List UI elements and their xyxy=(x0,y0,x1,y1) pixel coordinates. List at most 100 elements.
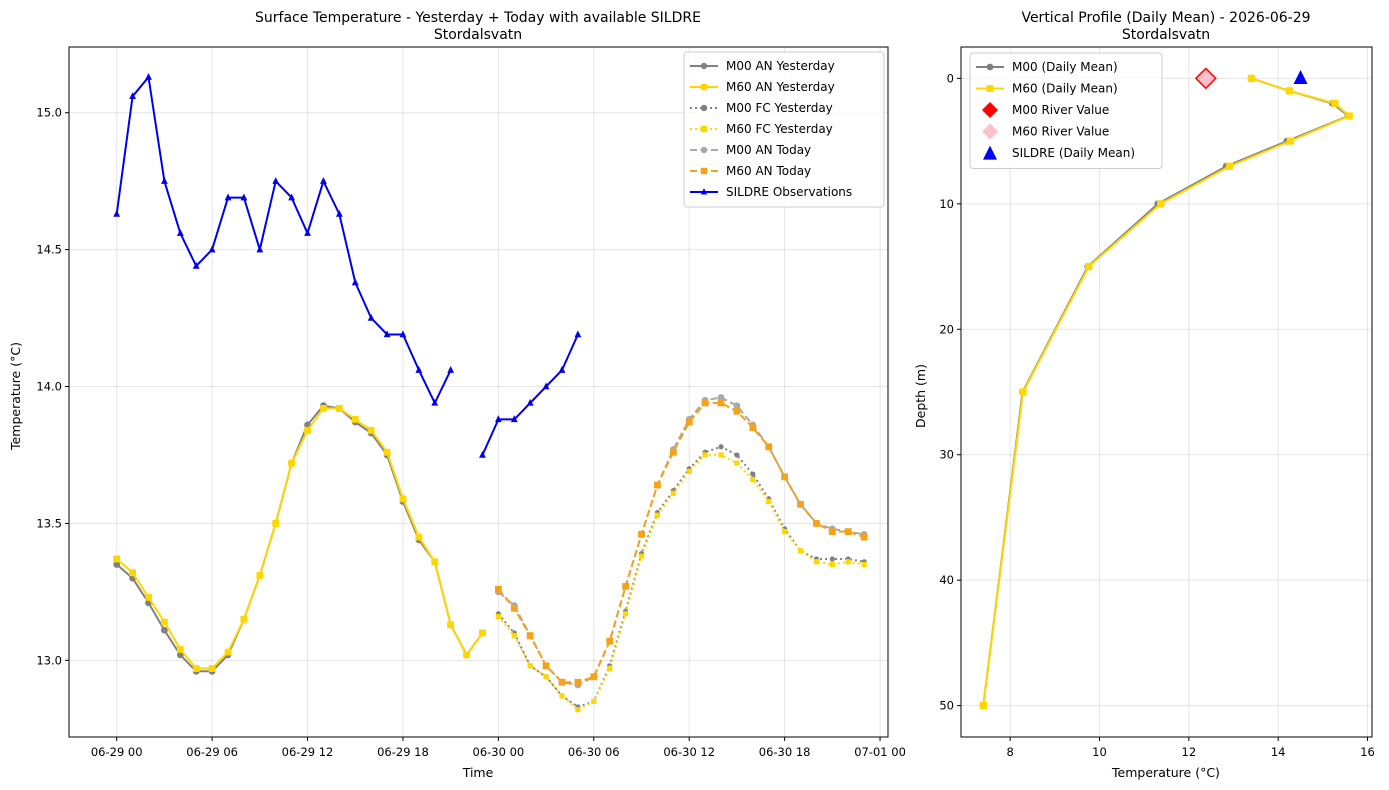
chart1-data-point xyxy=(510,415,518,423)
chart1-legend-label: M00 AN Today xyxy=(726,143,811,157)
chart1-data-point xyxy=(161,626,168,634)
chart1-data-point xyxy=(591,698,597,705)
chart1-data-point xyxy=(479,450,486,458)
chart1-x-axis-label: Time xyxy=(462,765,494,780)
chart1-x-tick-label: 07-01 00 xyxy=(854,745,906,759)
chart2-series-line xyxy=(982,77,1350,706)
chart2-data-point xyxy=(1293,69,1308,84)
chart1-data-point xyxy=(208,245,216,253)
chart1-data-point xyxy=(797,548,804,554)
chart2-y-tick-label: 0 xyxy=(947,71,954,85)
chart1-data-point xyxy=(718,444,724,450)
chart1-data-point xyxy=(431,558,439,566)
chart2-y-tick-label: 50 xyxy=(939,699,954,713)
chart1-data-point xyxy=(192,665,200,672)
chart1-data-point xyxy=(623,611,629,617)
chart1-data-point xyxy=(654,481,661,489)
chart1-data-point xyxy=(351,278,359,286)
chart1-data-point xyxy=(734,452,740,458)
chart1-data-point xyxy=(844,528,852,536)
chart1-data-point xyxy=(495,613,501,620)
chart1-data-point xyxy=(717,394,725,401)
chart1-data-point xyxy=(383,330,391,338)
chart1-data-point xyxy=(607,665,613,672)
chart1-data-point xyxy=(367,426,375,434)
chart1-y-tick-label: 14.5 xyxy=(36,243,62,257)
chart1-data-point xyxy=(224,648,232,656)
chart1-x-tick-label: 06-29 00 xyxy=(91,745,143,759)
chart1-data-point xyxy=(797,500,804,508)
chart2-data-point xyxy=(1019,388,1027,396)
chart2-x-tick-label: 12 xyxy=(1182,745,1197,759)
chart2-series-1 xyxy=(979,74,1353,710)
chart1-series-5 xyxy=(494,399,868,686)
chart1-data-point xyxy=(494,585,502,593)
chart1-data-point xyxy=(622,583,630,590)
chart1-subtitle: Stordalsvatn xyxy=(434,27,522,43)
chart1-data-point xyxy=(272,177,280,184)
chart1-data-point xyxy=(129,92,137,100)
chart1-data-point xyxy=(304,426,311,434)
chart2-x-tick-label: 10 xyxy=(1092,745,1107,759)
chart1-legend-label: M60 AN Yesterday xyxy=(726,80,835,94)
chart2-legend-marker xyxy=(983,145,997,160)
chart1-data-point xyxy=(224,193,232,201)
chart2-y-tick-label: 10 xyxy=(939,197,954,211)
chart1-data-point xyxy=(813,559,820,565)
chart1-series-line xyxy=(497,402,865,684)
chart1-legend-marker xyxy=(700,62,708,70)
chart1-data-point xyxy=(638,530,645,538)
chart1-data-point xyxy=(558,678,566,686)
chart1-data-point xyxy=(526,398,534,406)
chart1-data-point xyxy=(367,313,375,321)
chart1-data-point xyxy=(702,452,708,458)
chart1-data-point xyxy=(447,366,455,373)
chart1-data-point xyxy=(288,193,296,201)
chart2-legend-label: M00 (Daily Mean) xyxy=(1012,60,1118,74)
chart2-x-axis-label: Temperature (°C) xyxy=(1111,765,1220,780)
chart1-data-point xyxy=(638,553,645,559)
chart1-x-tick-label: 06-30 18 xyxy=(759,745,811,759)
chart1-data-point xyxy=(750,471,756,477)
chart1-data-point xyxy=(542,662,550,670)
chart1-legend-marker xyxy=(700,146,708,154)
chart2-x-tick-label: 14 xyxy=(1271,745,1286,759)
chart1-x-tick-label: 06-29 06 xyxy=(186,745,238,759)
chart1-plot-frame xyxy=(68,46,889,738)
chart1-legend-marker xyxy=(700,188,708,195)
chart1-legend-box xyxy=(683,51,885,208)
chart1-data-point xyxy=(542,382,550,390)
chart1-data-point xyxy=(176,651,184,659)
chart1-data-point xyxy=(670,490,676,496)
chart1-data-point xyxy=(860,533,868,541)
chart2-series-line xyxy=(982,77,1351,706)
chart1-data-point xyxy=(734,460,740,466)
chart1-data-point xyxy=(479,629,486,637)
chart2-x-tick-label: 8 xyxy=(1006,745,1013,759)
chart2-series-4 xyxy=(1293,69,1308,84)
chart2-legend-marker xyxy=(986,85,994,92)
chart1-data-point xyxy=(113,561,121,568)
chart1-legend-marker xyxy=(700,167,708,175)
chart1-x-tick-label: 06-30 12 xyxy=(663,745,715,759)
chart2-x-tick-label: 16 xyxy=(1360,745,1375,759)
chart2-y-axis-label: Depth (m) xyxy=(913,364,928,428)
chart1-data-point xyxy=(288,459,296,467)
chart1-data-point xyxy=(861,561,867,568)
chart2-data-point xyxy=(1331,99,1339,108)
chart1-data-point xyxy=(575,707,581,713)
chart2-data-point xyxy=(1286,137,1294,145)
chart1-data-point xyxy=(733,402,741,410)
chart1-data-point xyxy=(399,495,407,503)
chart1-series-line xyxy=(115,76,579,456)
chart1-data-point xyxy=(494,415,502,423)
chart1-legend-label: SILDRE Observations xyxy=(726,185,852,199)
chart2-data-point xyxy=(1195,68,1217,89)
chart1-legend-label: M60 AN Today xyxy=(726,164,811,178)
chart1-data-point xyxy=(781,473,789,481)
chart1-data-point xyxy=(527,663,533,669)
chart1-data-point xyxy=(161,618,168,626)
chart1-data-point xyxy=(113,209,121,217)
chart1-data-point xyxy=(606,637,614,645)
